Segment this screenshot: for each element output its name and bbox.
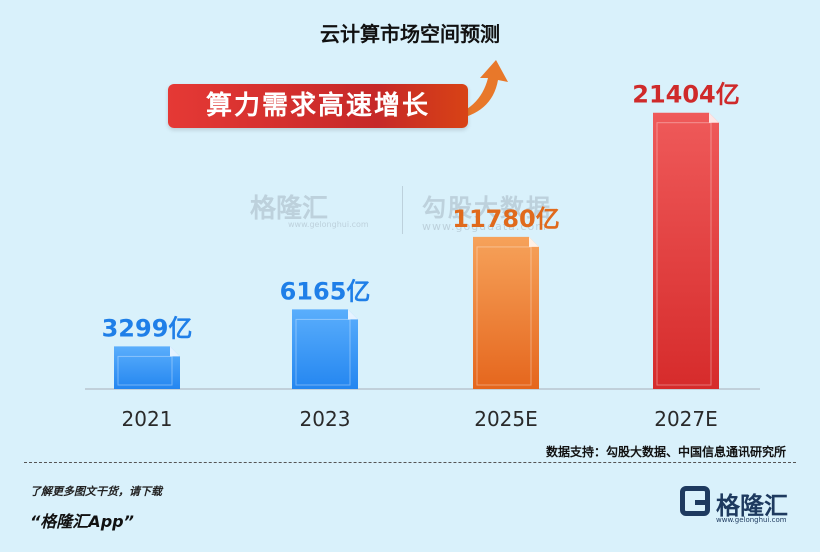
- promo-text: 了解更多图文干货，请下载: [30, 485, 162, 498]
- bar-highlight: [656, 122, 712, 386]
- x-tick-label: 2023: [300, 407, 351, 431]
- watermark-right-url: www.gogudata.com: [422, 220, 547, 233]
- watermark: 格隆汇 www.gelonghui.com 勾股大数据 www.gogudata…: [250, 186, 580, 238]
- watermark-left-url: www.gelonghui.com: [288, 220, 369, 229]
- watermark-divider: [402, 186, 403, 234]
- bar-2027E: [653, 112, 719, 389]
- x-tick-label: 2021: [122, 407, 173, 431]
- watermark-right-text: 勾股大数据: [422, 194, 552, 222]
- bar-highlight: [476, 246, 532, 386]
- logo-url: www.gelonghui.com: [716, 516, 787, 524]
- bar-highlight: [117, 355, 173, 386]
- divider-line: [24, 462, 796, 463]
- promo-app-name: “格隆汇App”: [30, 512, 134, 531]
- x-tick-label: 2027E: [654, 407, 718, 431]
- bar-highlight: [295, 318, 351, 386]
- bar-corner-fold: [709, 112, 719, 123]
- banner-text: 算力需求高速增长: [205, 91, 430, 121]
- chart-title: 云计算市场空间预测: [320, 22, 500, 46]
- bar-corner-fold: [348, 309, 358, 320]
- data-label: 21404亿: [632, 81, 740, 109]
- banner: 算力需求高速增长: [168, 84, 468, 128]
- watermark-left-text: 格隆汇: [250, 194, 329, 224]
- logo-text: 格隆汇: [716, 492, 788, 520]
- logo-icon: [680, 486, 710, 516]
- x-tick-label: 2025E: [474, 407, 538, 431]
- trend-arrow-icon: [445, 60, 508, 120]
- data-label: 6165亿: [280, 277, 371, 305]
- bar-corner-fold: [170, 346, 180, 357]
- data-label: 3299亿: [102, 314, 193, 342]
- bar-2023: [292, 309, 358, 389]
- bar-corner-fold: [529, 236, 539, 247]
- brand-logo: 格隆汇 www.gelonghui.com: [680, 484, 790, 524]
- source-note: 数据支持：勾股大数据、中国信息通讯研究所: [545, 445, 786, 459]
- bar-2025E: [473, 236, 539, 389]
- bar-2021: [114, 346, 180, 389]
